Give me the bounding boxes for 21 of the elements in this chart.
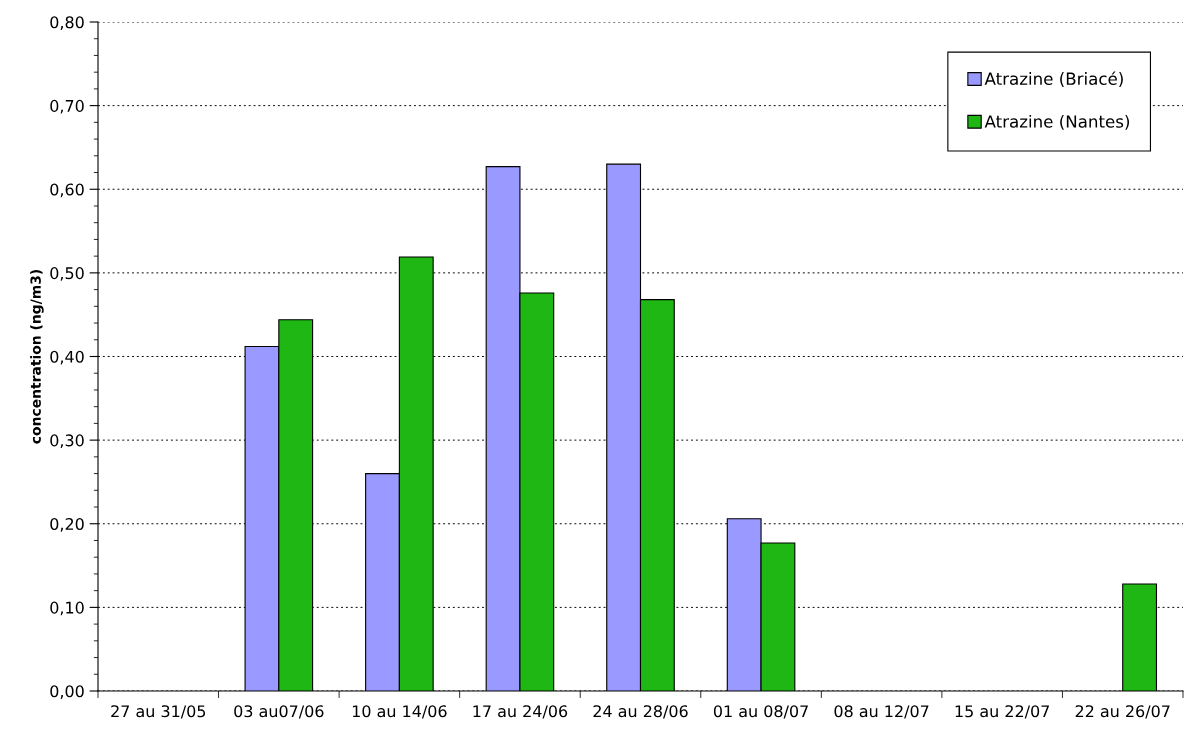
legend-label: Atrazine (Briacé) <box>984 71 1123 87</box>
x-tick-label: 22 au 26/07 <box>1075 705 1170 719</box>
x-tick-label: 27 au 31/05 <box>111 705 206 719</box>
x-tick-label: 17 au 24/06 <box>473 705 568 719</box>
x-tick-label: 03 au07/06 <box>234 705 324 719</box>
y-tick-label: 0,20 <box>50 517 84 532</box>
y-tick-label: 0,40 <box>50 350 84 365</box>
y-tick-label: 0,80 <box>50 16 84 30</box>
x-tick-label: 15 au 22/07 <box>955 705 1050 719</box>
x-tick-label: 08 au 12/07 <box>834 705 929 719</box>
x-tick-label: 01 au 08/07 <box>713 705 808 719</box>
y-tick-label: 0,30 <box>50 434 84 449</box>
y-tick-label: 0,50 <box>50 267 84 281</box>
legend-label: Atrazine (Nantes) <box>984 114 1130 130</box>
x-tick-label: 10 au 14/06 <box>352 705 447 719</box>
x-tick-label: 24 au 28/06 <box>593 705 688 719</box>
y-tick-label: 0,70 <box>50 99 84 114</box>
y-axis-title: concentration (ng/m3) <box>30 269 44 444</box>
y-tick-label: 0,10 <box>50 601 84 616</box>
y-tick-label: 0,00 <box>50 685 84 699</box>
y-tick-label: 0,60 <box>50 183 84 198</box>
